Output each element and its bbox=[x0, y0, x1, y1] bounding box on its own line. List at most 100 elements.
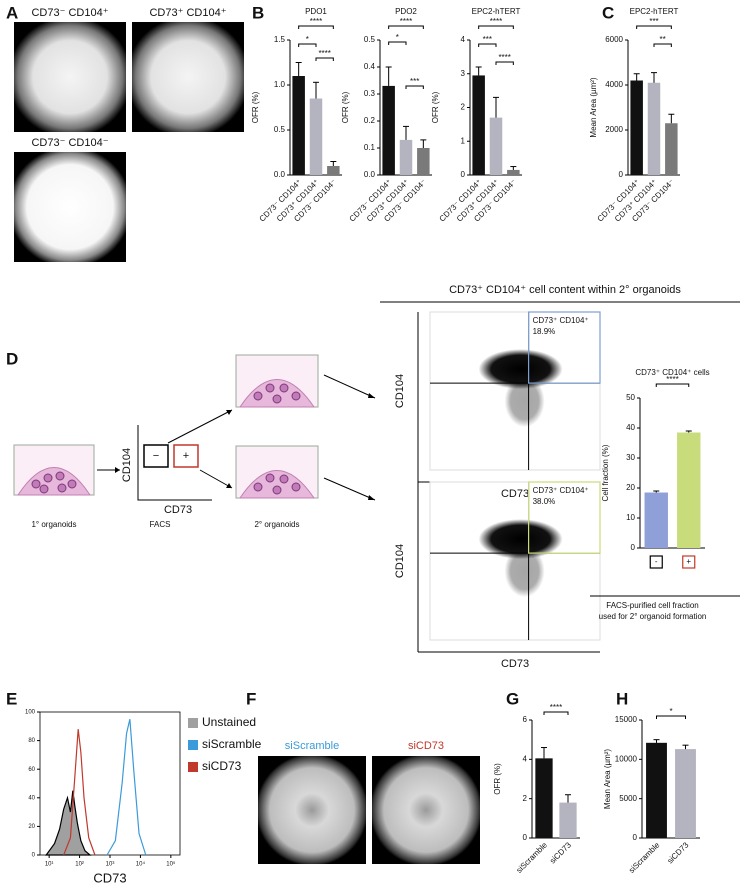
organoid-image bbox=[132, 22, 244, 132]
y-tick-label: 6 bbox=[523, 715, 528, 724]
y-tick-label: 60 bbox=[28, 767, 35, 773]
significance-bracket bbox=[543, 711, 569, 715]
gate-label: CD73⁺ CD104⁺ bbox=[533, 486, 589, 495]
y-tick-label: 6000 bbox=[605, 35, 623, 44]
plot-frame bbox=[429, 481, 601, 641]
category-box bbox=[682, 555, 696, 569]
bar bbox=[399, 139, 413, 175]
x-axis-label: CD73 bbox=[93, 870, 126, 885]
y-tick-label: 0.5 bbox=[274, 125, 286, 134]
x-tick-label: siCD73 bbox=[665, 840, 690, 865]
x-tick-label: 10³ bbox=[106, 862, 115, 868]
y-tick-label: 4 bbox=[523, 754, 528, 763]
organoid-image bbox=[372, 756, 480, 864]
y-axis-label: OFR (%) bbox=[341, 91, 350, 123]
y-tick-label: 100 bbox=[25, 710, 36, 716]
x-tick-label: + bbox=[686, 557, 691, 566]
y-tick-label: 10000 bbox=[615, 754, 638, 763]
significance-label: **** bbox=[550, 703, 562, 712]
y-tick-label: 15000 bbox=[615, 715, 638, 724]
significance-bracket bbox=[636, 25, 672, 29]
significance-label: *** bbox=[649, 17, 658, 26]
bar bbox=[647, 82, 661, 175]
chart-title: PDO2 bbox=[395, 7, 417, 16]
x-tick-label: 10⁴ bbox=[136, 861, 146, 868]
y-tick-label: 0 bbox=[633, 833, 638, 842]
y-tick-label: 0.5 bbox=[364, 35, 376, 44]
y-tick-label: 0 bbox=[619, 170, 624, 179]
y-tick-label: 2 bbox=[461, 103, 466, 112]
gate bbox=[527, 481, 601, 554]
y-tick-label: 0 bbox=[523, 833, 528, 842]
axis-label: CD73 bbox=[164, 504, 192, 516]
bar bbox=[327, 166, 340, 175]
y-tick-label: 5000 bbox=[619, 794, 637, 803]
panel-letter: D bbox=[6, 349, 18, 368]
image-label: CD73⁻ CD104⁺ bbox=[31, 7, 108, 19]
significance-bracket bbox=[298, 25, 334, 29]
y-tick-label: 0.2 bbox=[364, 116, 376, 125]
y-tick-label: 0.0 bbox=[274, 170, 286, 179]
cell-cloud bbox=[478, 519, 563, 560]
image-label: CD73⁻ CD104⁻ bbox=[31, 137, 108, 149]
panel-letter: B bbox=[252, 3, 264, 22]
x-tick-label: 10¹ bbox=[45, 862, 54, 868]
legend-swatch bbox=[188, 740, 198, 750]
bar bbox=[292, 76, 305, 175]
y-tick-label: 10 bbox=[626, 513, 635, 522]
y-tick-label: 30 bbox=[626, 453, 635, 462]
x-tick-label: siCD73 bbox=[548, 840, 573, 865]
legend-label: Unstained bbox=[202, 715, 256, 729]
legend-label: siScramble bbox=[202, 737, 262, 751]
chart-title: CD73⁺ CD104⁺ cells bbox=[635, 368, 709, 377]
y-axis-label: Mean Area (µm²) bbox=[589, 77, 598, 138]
axis-label: CD73 bbox=[501, 658, 529, 670]
y-tick-label: 0.4 bbox=[364, 62, 376, 71]
significance-bracket bbox=[298, 43, 317, 47]
image-label: CD73⁺ CD104⁺ bbox=[149, 7, 226, 19]
bar bbox=[646, 742, 667, 838]
bar bbox=[489, 117, 503, 175]
y-tick-label: 4 bbox=[461, 35, 466, 44]
significance-label: *** bbox=[410, 77, 419, 86]
y-tick-label: 0.0 bbox=[364, 170, 376, 179]
significance-bracket bbox=[388, 41, 407, 45]
schematic-label: FACS bbox=[150, 520, 171, 529]
y-tick-label: 0.1 bbox=[364, 143, 376, 152]
y-tick-label: 4000 bbox=[605, 80, 623, 89]
y-axis-label: OFR (%) bbox=[493, 763, 502, 795]
y-tick-label: 3 bbox=[461, 69, 466, 78]
histogram-curve bbox=[106, 719, 147, 856]
y-tick-label: 20 bbox=[626, 483, 635, 492]
significance-bracket bbox=[655, 383, 690, 387]
schematic-label: 1° organoids bbox=[31, 520, 76, 529]
histogram-curve bbox=[45, 790, 92, 856]
image-label: siScramble bbox=[285, 740, 339, 752]
y-tick-label: 40 bbox=[28, 795, 35, 801]
gate-sign: + bbox=[183, 450, 189, 462]
bar bbox=[644, 492, 668, 548]
gate-sign: − bbox=[153, 450, 159, 462]
y-tick-label: 2 bbox=[523, 794, 528, 803]
y-axis-label: Cell fraction (%) bbox=[601, 444, 610, 501]
organoid-image bbox=[258, 756, 366, 864]
section-title: CD73⁺ CD104⁺ cell content within 2° orga… bbox=[449, 284, 681, 296]
chart-title: PDO1 bbox=[305, 7, 327, 16]
significance-label: * bbox=[396, 33, 399, 42]
axis-label: CD104 bbox=[121, 448, 133, 482]
bar bbox=[507, 169, 520, 175]
significance-label: **** bbox=[310, 17, 322, 26]
y-tick-label: 0 bbox=[631, 543, 636, 552]
gate-label: CD73⁺ CD104⁺ bbox=[533, 316, 589, 325]
organoid-image bbox=[14, 152, 126, 262]
significance-bracket bbox=[478, 43, 497, 47]
y-tick-label: 0 bbox=[461, 170, 466, 179]
bar bbox=[559, 802, 577, 838]
axis-label: CD104 bbox=[394, 544, 406, 578]
significance-bracket bbox=[656, 715, 686, 719]
significance-label: * bbox=[306, 35, 309, 44]
y-tick-label: 1 bbox=[461, 136, 466, 145]
legend-label: siCD73 bbox=[202, 759, 242, 773]
y-tick-label: 1.5 bbox=[274, 35, 286, 44]
significance-bracket bbox=[315, 57, 334, 61]
